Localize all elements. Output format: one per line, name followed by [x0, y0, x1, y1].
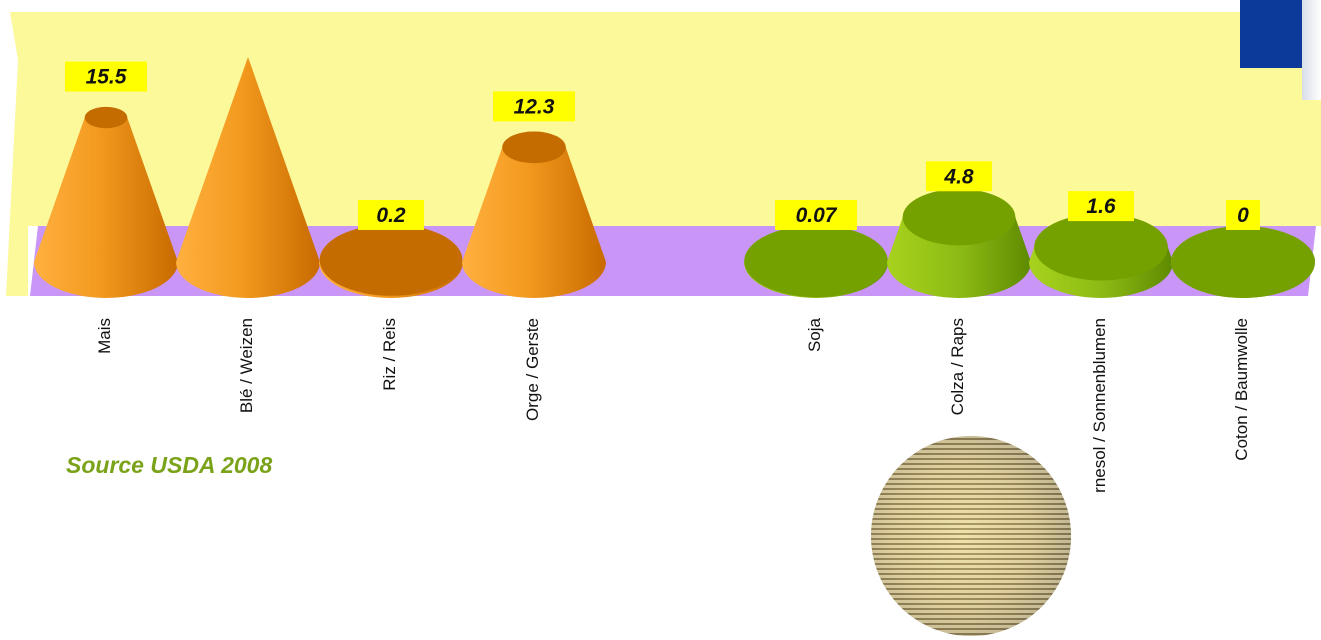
data-label-4: 0.07: [775, 200, 857, 230]
data-label-0: 15.5: [65, 61, 147, 92]
bar-top-5: [902, 189, 1016, 246]
corn-photo: [871, 436, 1071, 636]
bar-top-7: [1171, 226, 1315, 298]
category-label-0: Mais: [95, 318, 114, 354]
bar-top-2: [319, 224, 463, 296]
corner-shade: [1302, 0, 1321, 100]
svg-text:4.8: 4.8: [943, 165, 974, 188]
svg-text:0.07: 0.07: [796, 204, 838, 227]
category-label-5: Colza / Raps: [948, 318, 967, 415]
bar-3: [462, 131, 606, 298]
bar-1: [176, 57, 320, 298]
svg-text:0.2: 0.2: [376, 204, 406, 227]
bar-top-3: [502, 131, 566, 164]
category-label-4: Soja: [805, 317, 824, 352]
data-label-5: 4.8: [926, 161, 992, 192]
source-note: Source USDA 2008: [66, 452, 273, 478]
svg-text:15.5: 15.5: [86, 66, 127, 89]
category-label-2: Riz / Reis: [380, 318, 399, 391]
category-label-3: Orge / Gerste: [523, 318, 542, 421]
category-label-7: Coton / Baumwolle: [1232, 318, 1251, 461]
corner-logo-block: [1240, 0, 1302, 68]
svg-text:1.6: 1.6: [1086, 195, 1116, 218]
data-label-6: 1.6: [1068, 191, 1134, 222]
bar-0: [34, 106, 178, 298]
data-label-3: 12.3: [493, 91, 575, 122]
data-label-2: 0.2: [358, 200, 424, 230]
bar-top-4: [744, 225, 888, 298]
data-label-7: 0: [1226, 200, 1260, 230]
category-label-6: rnesol / Sonnenblumen: [1090, 318, 1109, 493]
svg-text:0: 0: [1237, 204, 1249, 227]
bar-top-6: [1034, 213, 1168, 281]
category-label-1: Blé / Weizen: [237, 318, 256, 413]
svg-text:12.3: 12.3: [514, 95, 555, 118]
bar-top-0: [84, 106, 128, 129]
